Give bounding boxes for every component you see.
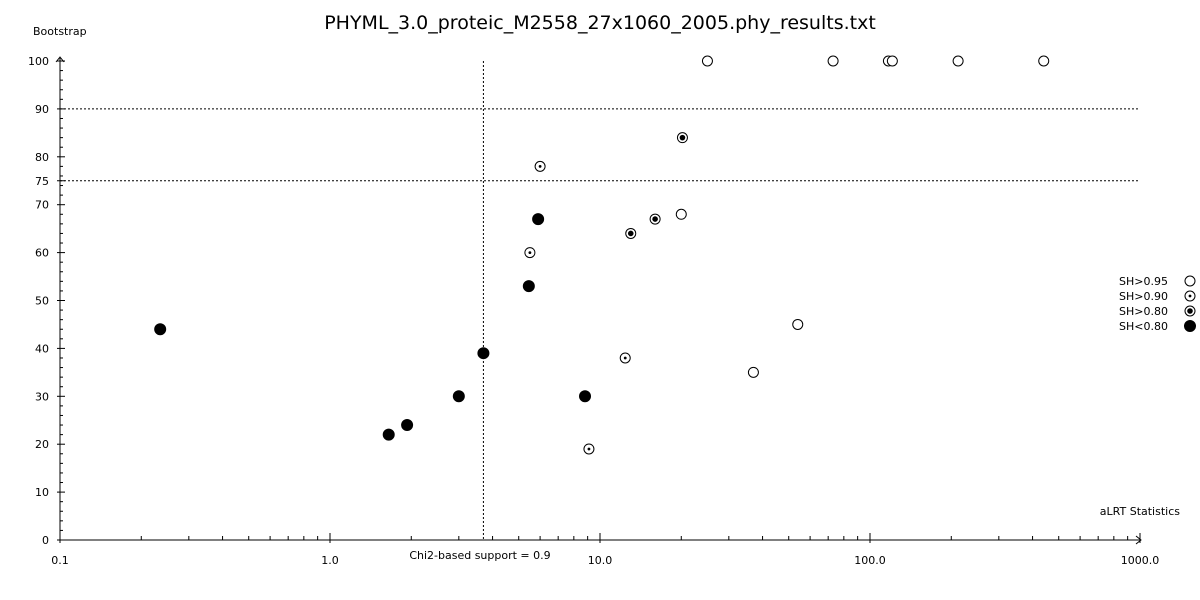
- y-tick-label: 90: [35, 103, 49, 116]
- legend-marker: [1184, 290, 1196, 302]
- data-point: [579, 390, 592, 403]
- data-point: [1038, 55, 1050, 67]
- data-point: [524, 247, 536, 259]
- x-tick-label: 0.1: [51, 554, 69, 567]
- legend-marker: [1184, 305, 1196, 317]
- data-point: [792, 318, 804, 330]
- data-point: [534, 160, 546, 172]
- marker-shape: [675, 208, 687, 220]
- data-point: [952, 55, 964, 67]
- legend-marker: [1184, 275, 1196, 287]
- data-point: [747, 366, 759, 378]
- data-point: [154, 323, 167, 336]
- data-point: [675, 208, 687, 220]
- legend-label: SH>0.90: [1119, 290, 1168, 303]
- marker-shape: [522, 280, 535, 293]
- data-point: [382, 428, 395, 441]
- data-point: [452, 390, 465, 403]
- data-point: [477, 347, 490, 360]
- data-point: [649, 213, 661, 225]
- series-sh-0-80: [154, 213, 592, 441]
- y-tick-label: 50: [35, 295, 49, 308]
- legend-label: SH>0.95: [1119, 275, 1168, 288]
- marker-shape: [579, 390, 592, 403]
- y-tick-label: 0: [42, 534, 49, 547]
- marker-center: [587, 447, 591, 451]
- x-axis-label: aLRT Statistics: [1100, 505, 1180, 518]
- data-point: [886, 55, 898, 67]
- axes: [55, 56, 1142, 545]
- x-tick-label: 100.0: [854, 554, 886, 567]
- marker-shape: [1184, 275, 1196, 287]
- marker-center: [679, 134, 686, 141]
- marker-center: [1187, 308, 1193, 314]
- legend: SH>0.95 SH>0.90 SH>0.80 SH<0.80: [1119, 275, 1196, 333]
- marker-center: [652, 216, 658, 222]
- marker-shape: [452, 390, 465, 403]
- marker-shape: [952, 55, 964, 67]
- marker-shape: [477, 347, 490, 360]
- y-tick-label: 30: [35, 390, 49, 403]
- y-tick-label: 75: [35, 175, 49, 188]
- data-point: [827, 55, 839, 67]
- legend-label: SH>0.80: [1119, 305, 1168, 318]
- data-point: [583, 443, 595, 455]
- y-tick-label: 40: [35, 342, 49, 355]
- marker-shape: [827, 55, 839, 67]
- data-point: [532, 213, 545, 226]
- series-sh-0-90: [524, 160, 631, 455]
- chart-title: PHYML_3.0_proteic_M2558_27x1060_2005.phy…: [324, 12, 876, 34]
- marker-center: [623, 356, 627, 360]
- marker-shape: [886, 55, 898, 67]
- marker-shape: [792, 318, 804, 330]
- x-tick-label: 10.0: [588, 554, 613, 567]
- reference-lines: [60, 61, 1140, 540]
- marker-center: [627, 230, 634, 237]
- marker-shape: [382, 428, 395, 441]
- y-tick-label: 100: [28, 55, 49, 68]
- y-tick-label: 20: [35, 438, 49, 451]
- legend-label: SH<0.80: [1119, 320, 1168, 333]
- marker-shape: [701, 55, 713, 67]
- legend-marker: [1184, 320, 1196, 332]
- x-tick-label: 1000.0: [1121, 554, 1160, 567]
- data-point: [619, 352, 631, 364]
- marker-shape: [1038, 55, 1050, 67]
- chi2-support-label: Chi2-based support = 0.9: [409, 549, 550, 562]
- data-point: [676, 132, 688, 144]
- marker-shape: [401, 419, 414, 432]
- data-point: [401, 419, 414, 432]
- data-point: [701, 55, 713, 67]
- y-tick-label: 80: [35, 151, 49, 164]
- marker-shape: [747, 366, 759, 378]
- series-sh-0-95: [675, 55, 1050, 378]
- x-axis-arrow: [1135, 535, 1142, 545]
- data-point: [522, 280, 535, 293]
- marker-shape: [1184, 320, 1196, 332]
- x-tick-label: 1.0: [321, 554, 339, 567]
- marker-shape: [532, 213, 545, 226]
- series-sh-0-80: [625, 132, 688, 239]
- data-point: [625, 227, 637, 239]
- marker-center: [538, 164, 542, 168]
- y-axis-label: Bootstrap: [33, 25, 87, 38]
- marker-shape: [154, 323, 167, 336]
- y-axis-arrow: [55, 56, 65, 63]
- y-tick-label: 70: [35, 199, 49, 212]
- y-tick-label: 60: [35, 247, 49, 260]
- y-tick-label: 10: [35, 486, 49, 499]
- marker-center: [1188, 294, 1192, 298]
- axis-ticks: 0.1 1.0 10.0 100.0 1000.0 0 10 20 30 40 50 60 70 75 80…: [28, 55, 1159, 567]
- marker-center: [528, 251, 532, 255]
- data-points: [154, 55, 1050, 455]
